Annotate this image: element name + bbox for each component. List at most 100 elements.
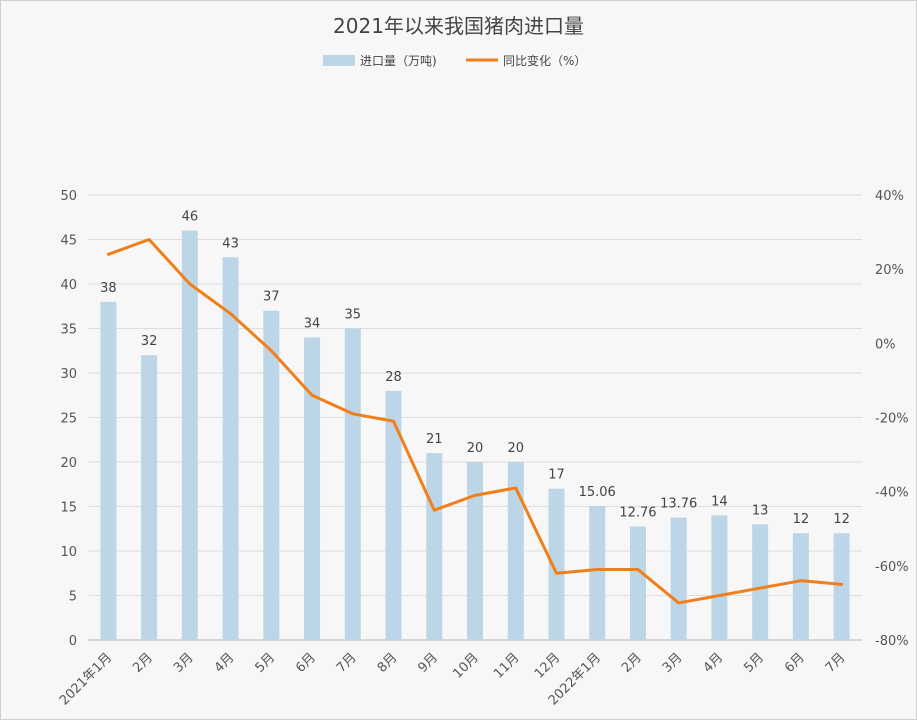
bar: [589, 505, 606, 640]
x-tick-label: 10月: [450, 650, 481, 681]
bar-data-label: 34: [304, 316, 321, 331]
bar-data-label: 14: [711, 494, 728, 509]
line-point: [311, 394, 313, 397]
bar: [467, 462, 483, 640]
x-tick-label: 11月: [491, 650, 522, 681]
line-point: [189, 283, 191, 285]
x-tick-label: 5月: [741, 650, 767, 676]
line-point: [148, 238, 150, 241]
legend-bar-label: 进口量（万吨): [360, 54, 437, 68]
line-point: [229, 312, 232, 315]
bar: [141, 355, 158, 640]
bar-data-label: 32: [141, 334, 158, 349]
bar-data-label: 28: [385, 370, 402, 385]
legend-bar-swatch: [323, 55, 355, 66]
line-point: [555, 572, 558, 575]
x-tick-label: 6月: [782, 650, 808, 676]
x-tick-label: 9月: [415, 650, 441, 676]
y-left-tick-label: 40: [60, 278, 77, 293]
x-tick-label: 12月: [532, 650, 563, 681]
legend: 进口量（万吨) 同比变化（%）: [323, 53, 586, 68]
x-tick-label: 2月: [130, 650, 156, 676]
bar-data-label: 20: [507, 441, 524, 456]
line-point: [596, 568, 599, 571]
bar-data-label: 15.06: [579, 485, 616, 500]
bar: [222, 257, 239, 640]
x-tick-label: 2月: [619, 650, 645, 676]
y-left-tick-label: 35: [60, 323, 77, 338]
chart-title: 2021年以来我国猪肉进口量: [333, 14, 584, 38]
line-point: [718, 594, 721, 597]
x-tick-label: 2021年1月: [57, 650, 115, 708]
bar-series: [100, 230, 850, 640]
bar: [426, 453, 443, 640]
x-tick-label: 4月: [701, 650, 727, 676]
y-left-tick-label: 5: [69, 590, 77, 605]
bar: [385, 390, 402, 640]
line-point: [800, 579, 802, 582]
line-point: [677, 602, 680, 604]
bar: [100, 301, 117, 640]
x-tick-label: 7月: [823, 650, 849, 676]
bar-data-label: 37: [263, 290, 280, 305]
line-point: [759, 587, 761, 589]
y-left-tick-label: 30: [60, 367, 77, 382]
x-tick-label: 6月: [293, 650, 319, 676]
bar-data-label: 43: [222, 236, 239, 251]
line-point: [433, 509, 436, 512]
bar-data-label: 38: [100, 281, 117, 296]
x-tick-label: 3月: [660, 650, 686, 676]
bar-data-label: 20: [467, 441, 484, 456]
line-point: [514, 487, 517, 489]
line-point: [270, 349, 273, 352]
y-left-tick-label: 10: [60, 545, 77, 560]
y-right-tick-label: 20%: [875, 263, 904, 278]
bar-data-label: 13.76: [660, 497, 697, 512]
y-left-tick-label: 15: [60, 501, 77, 516]
line-point: [840, 583, 843, 586]
x-tick-label: 4月: [212, 650, 238, 676]
line-point: [637, 568, 639, 571]
bar: [833, 533, 850, 640]
line-point: [107, 253, 110, 256]
bar: [304, 337, 321, 640]
bar-data-label: 35: [345, 308, 362, 323]
x-tick-label: 8月: [375, 650, 401, 676]
y-left-tick-label: 0: [69, 634, 77, 649]
bar: [711, 515, 728, 640]
bar-data-label: 13: [752, 503, 769, 518]
bar-data-label: 17: [548, 468, 565, 483]
bar: [181, 230, 198, 640]
y-left-tick-label: 25: [60, 412, 77, 427]
bar-data-label: 46: [182, 210, 199, 225]
line-point: [392, 420, 395, 423]
bar: [670, 517, 687, 640]
bar: [629, 526, 646, 640]
y-left-tick-label: 20: [60, 456, 77, 471]
line-point: [351, 412, 354, 415]
line-point: [474, 494, 476, 497]
y-right-tick-label: -60%: [875, 560, 909, 575]
line-series: [106, 238, 844, 605]
bar-data-label: 12: [793, 512, 810, 527]
y-right-tick-label: -20%: [875, 412, 909, 427]
x-tick-label: 3月: [171, 650, 197, 676]
y-right-tick-label: -80%: [875, 634, 909, 649]
bar-data-label: 21: [426, 432, 443, 447]
x-tick-label: 7月: [334, 650, 360, 676]
bar-data-label: 12.76: [619, 505, 656, 520]
bar: [344, 328, 361, 640]
y-right-tick-label: 40%: [875, 189, 904, 204]
y-left-tick-label: 50: [60, 189, 77, 204]
y-left-tick-label: 45: [60, 234, 77, 249]
bar: [792, 533, 809, 640]
bar: [507, 462, 524, 640]
bar-data-label: 12: [833, 512, 850, 527]
legend-line-label: 同比变化（%）: [503, 53, 586, 68]
x-tick-label: 5月: [252, 650, 278, 676]
bar: [752, 524, 769, 640]
y-right-tick-label: 0%: [875, 337, 896, 352]
y-right-tick-label: -40%: [875, 486, 909, 501]
